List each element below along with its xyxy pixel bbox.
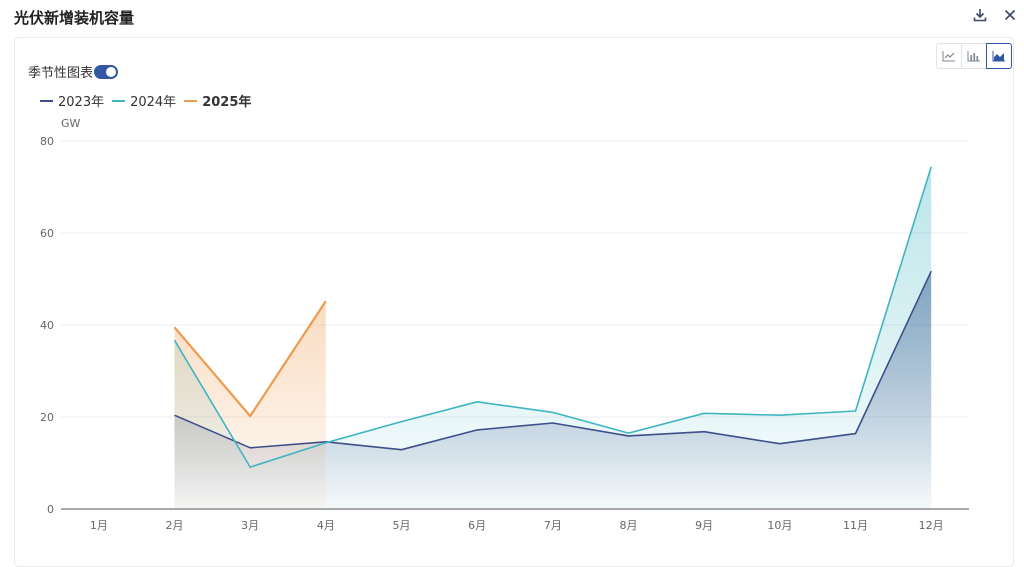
series-line-2025[interactable] [173, 300, 327, 418]
x-tick-label: 12月 [919, 519, 944, 532]
bar-chart-icon[interactable] [961, 43, 987, 69]
legend-item-2025[interactable]: 2025年 [184, 91, 251, 110]
legend-item-2023[interactable]: 2023年 [40, 91, 104, 110]
legend-label: 2023年 [58, 95, 105, 110]
x-tick-label: 6月 [468, 519, 486, 532]
y-tick-label: 40 [40, 319, 54, 332]
line-chart-icon[interactable] [936, 43, 962, 69]
x-tick-label: 11月 [843, 519, 868, 532]
series-line-2024[interactable] [173, 166, 932, 468]
series-area-2025 [174, 301, 326, 509]
x-tick-label: 8月 [620, 519, 638, 532]
y-unit-label: GW [61, 117, 81, 130]
y-tick-label: 20 [40, 411, 54, 424]
legend-item-2024[interactable]: 2024年 [112, 91, 176, 110]
area-chart: GW 0 20 40 60 80 1月 2月 3月 4月 5月 6月 7月 8月 9月 10月 11月 12月 [40, 117, 969, 532]
x-tick-label: 9月 [695, 519, 713, 532]
x-tick-label: 3月 [241, 519, 259, 532]
chart-type-selector [936, 43, 1012, 69]
y-tick-label: 60 [40, 227, 54, 240]
legend-swatch [112, 99, 126, 102]
x-tick-label: 5月 [393, 519, 411, 532]
legend-label: 2024年 [130, 95, 177, 110]
x-tick-label: 10月 [767, 519, 792, 532]
chart-legend: 2023年 2024年 2025年 [40, 91, 259, 110]
series-area-2024 [174, 166, 932, 510]
close-icon[interactable] [999, 4, 1021, 26]
seasonal-toggle-group: 季节性图表 [28, 62, 119, 81]
page-title: 光伏新增装机容量 [14, 9, 135, 27]
series-line-2023[interactable] [174, 270, 932, 451]
legend-swatch [40, 99, 53, 102]
area-chart-icon[interactable] [986, 43, 1012, 69]
legend-swatch [184, 99, 198, 102]
seasonal-toggle[interactable] [94, 64, 119, 79]
download-icon[interactable] [969, 4, 991, 26]
legend-label: 2025年 [202, 95, 252, 110]
x-tick-label: 1月 [90, 519, 108, 532]
x-tick-label: 7月 [544, 519, 562, 532]
y-tick-label: 80 [40, 135, 54, 148]
y-tick-label: 0 [47, 503, 54, 516]
x-tick-label: 4月 [317, 519, 335, 532]
seasonal-label: 季节性图表 [28, 66, 94, 81]
x-tick-label: 2月 [166, 519, 184, 532]
